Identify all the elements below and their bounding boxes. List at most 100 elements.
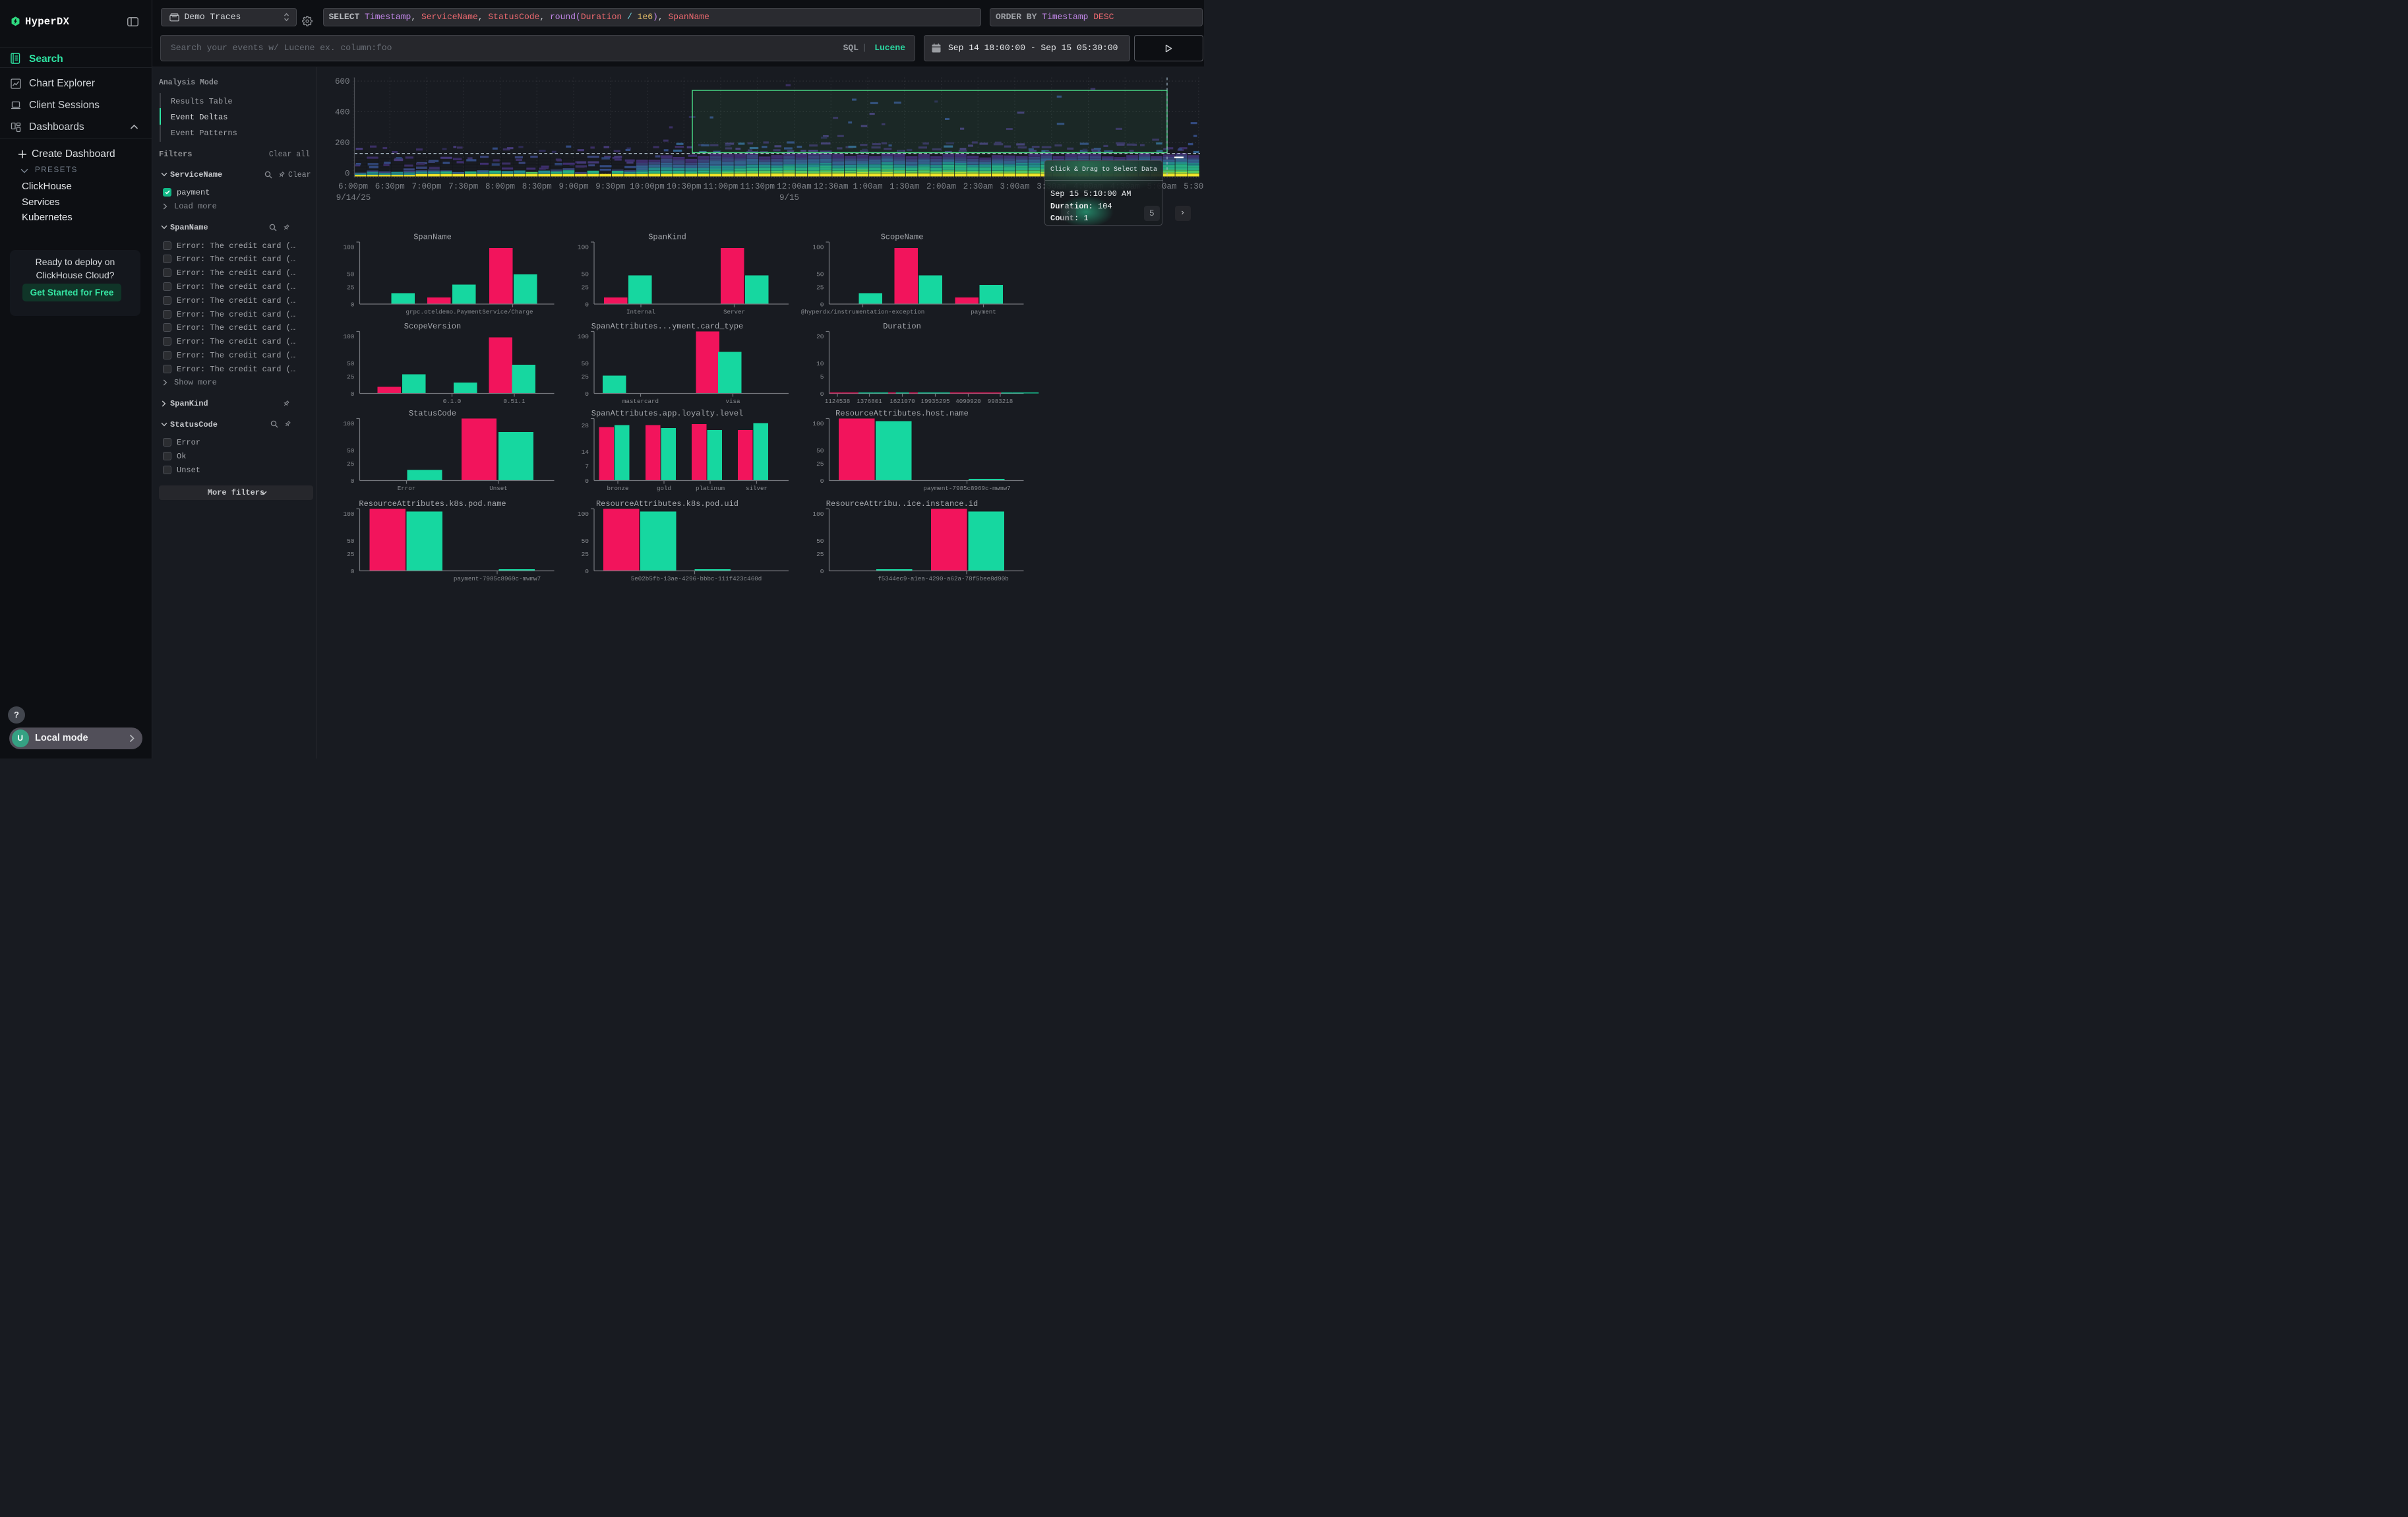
svg-text:25: 25: [347, 373, 355, 381]
svg-text:600: 600: [335, 77, 350, 86]
svg-text:8:30pm: 8:30pm: [522, 182, 552, 191]
svg-text:0: 0: [585, 301, 589, 309]
svg-text:100: 100: [343, 420, 354, 427]
svg-text:2:00am: 2:00am: [926, 182, 956, 191]
svg-text:0: 0: [351, 301, 355, 309]
svg-text:100: 100: [578, 244, 589, 251]
svg-text:25: 25: [816, 460, 824, 468]
svg-text:100: 100: [343, 333, 354, 340]
svg-text:50: 50: [582, 271, 589, 278]
svg-text:25: 25: [582, 284, 589, 292]
svg-text:payment: payment: [971, 309, 996, 316]
svg-text:1:30am: 1:30am: [889, 182, 919, 191]
svg-text:50: 50: [816, 271, 824, 278]
svg-text:platinum: platinum: [696, 485, 725, 492]
svg-text:9/15: 9/15: [779, 193, 799, 202]
svg-text:25: 25: [816, 551, 824, 558]
svg-text:Error: Error: [398, 485, 416, 492]
svg-text:0.1.0: 0.1.0: [443, 398, 462, 405]
svg-text:25: 25: [347, 284, 355, 292]
svg-text:50: 50: [347, 360, 355, 367]
svg-text:StatusCode: StatusCode: [409, 409, 456, 418]
svg-text:7: 7: [585, 463, 589, 470]
svg-text:50: 50: [347, 447, 355, 454]
svg-text:3:00am: 3:00am: [1000, 182, 1029, 191]
svg-text:100: 100: [578, 333, 589, 340]
svg-text:50: 50: [582, 538, 589, 545]
svg-text:10: 10: [816, 360, 824, 367]
svg-text:25: 25: [347, 551, 355, 558]
svg-text:0: 0: [351, 390, 355, 398]
svg-text:11:30pm: 11:30pm: [740, 182, 775, 191]
svg-text:0: 0: [585, 390, 589, 398]
svg-text:1376801: 1376801: [857, 398, 882, 405]
svg-text:0: 0: [820, 478, 824, 485]
svg-text:0.51.1: 0.51.1: [503, 398, 526, 405]
svg-text:28: 28: [582, 422, 589, 429]
svg-text:100: 100: [812, 511, 824, 518]
svg-text:grpc.oteldemo.PaymentService/C: grpc.oteldemo.PaymentService/Charge: [406, 309, 533, 316]
svg-text:7:00pm: 7:00pm: [411, 182, 441, 191]
svg-text:4090920: 4090920: [955, 398, 981, 405]
svg-text:SpanName: SpanName: [413, 233, 452, 242]
svg-text:6:00pm: 6:00pm: [338, 182, 368, 191]
svg-text:9:30pm: 9:30pm: [595, 182, 625, 191]
svg-text:100: 100: [343, 244, 354, 251]
svg-text:50: 50: [816, 447, 824, 454]
svg-text:5: 5: [820, 373, 824, 381]
svg-text:5:30am: 5:30am: [1184, 182, 1204, 191]
svg-text:25: 25: [816, 284, 824, 292]
svg-text:100: 100: [812, 420, 824, 427]
svg-text:200: 200: [335, 139, 350, 148]
svg-text:ResourceAttributes.host.name: ResourceAttributes.host.name: [835, 409, 969, 418]
svg-text:0: 0: [351, 478, 355, 485]
svg-text:50: 50: [347, 538, 355, 545]
svg-text:6:30pm: 6:30pm: [375, 182, 405, 191]
svg-text:ResourceAttributes.k8s.pod.nam: ResourceAttributes.k8s.pod.name: [359, 499, 506, 509]
svg-text:bronze: bronze: [607, 485, 628, 492]
svg-text:100: 100: [343, 511, 354, 518]
svg-text:Internal: Internal: [626, 309, 655, 316]
svg-text:@hyperdx/instrumentation-excep: @hyperdx/instrumentation-exception: [801, 309, 924, 316]
svg-text:mastercard: mastercard: [622, 398, 659, 405]
svg-text:2:30am: 2:30am: [963, 182, 993, 191]
svg-text:10:00pm: 10:00pm: [630, 182, 665, 191]
svg-text:0: 0: [585, 478, 589, 485]
svg-text:50: 50: [816, 538, 824, 545]
svg-text:Server: Server: [723, 309, 745, 316]
svg-text:ResourceAttribu..ice.instance.: ResourceAttribu..ice.instance.id: [826, 499, 978, 509]
svg-text:SpanAttributes...yment.card_ty: SpanAttributes...yment.card_type: [591, 322, 743, 331]
svg-text:12:00am: 12:00am: [777, 182, 812, 191]
svg-text:9983218: 9983218: [988, 398, 1013, 405]
svg-text:25: 25: [347, 460, 355, 468]
svg-text:25: 25: [582, 551, 589, 558]
svg-text:1124538: 1124538: [825, 398, 851, 405]
svg-text:9:00pm: 9:00pm: [558, 182, 588, 191]
svg-text:100: 100: [578, 511, 589, 518]
svg-text:0: 0: [345, 169, 350, 178]
svg-text:50: 50: [347, 271, 355, 278]
svg-text:ResourceAttributes.k8s.pod.uid: ResourceAttributes.k8s.pod.uid: [596, 499, 738, 509]
svg-text:5e02b5fb-13ae-4296-bbbc-111f42: 5e02b5fb-13ae-4296-bbbc-111f423c460d: [631, 575, 762, 582]
svg-text:0: 0: [820, 301, 824, 309]
svg-text:Duration: Duration: [883, 322, 921, 331]
svg-text:SpanAttributes.app.loyalty.lev: SpanAttributes.app.loyalty.level: [591, 409, 743, 418]
svg-text:100: 100: [812, 244, 824, 251]
svg-text:0: 0: [585, 568, 589, 575]
svg-text:visa: visa: [725, 398, 740, 405]
svg-text:0: 0: [820, 568, 824, 575]
svg-text:50: 50: [582, 360, 589, 367]
svg-text:Unset: Unset: [489, 485, 508, 492]
svg-text:gold: gold: [657, 485, 671, 492]
svg-text:ScopeName: ScopeName: [881, 233, 924, 242]
svg-text:20: 20: [816, 333, 824, 340]
svg-text:1621070: 1621070: [889, 398, 915, 405]
svg-text:payment-7985c8969c-mwmw7: payment-7985c8969c-mwmw7: [923, 485, 1010, 492]
svg-text:SpanKind: SpanKind: [648, 233, 686, 242]
svg-text:9/14/25: 9/14/25: [336, 193, 371, 202]
svg-text:0: 0: [820, 390, 824, 398]
svg-text:0: 0: [351, 568, 355, 575]
svg-text:ScopeVersion: ScopeVersion: [404, 322, 461, 331]
svg-text:10:30pm: 10:30pm: [667, 182, 702, 191]
svg-text:silver: silver: [746, 485, 768, 492]
